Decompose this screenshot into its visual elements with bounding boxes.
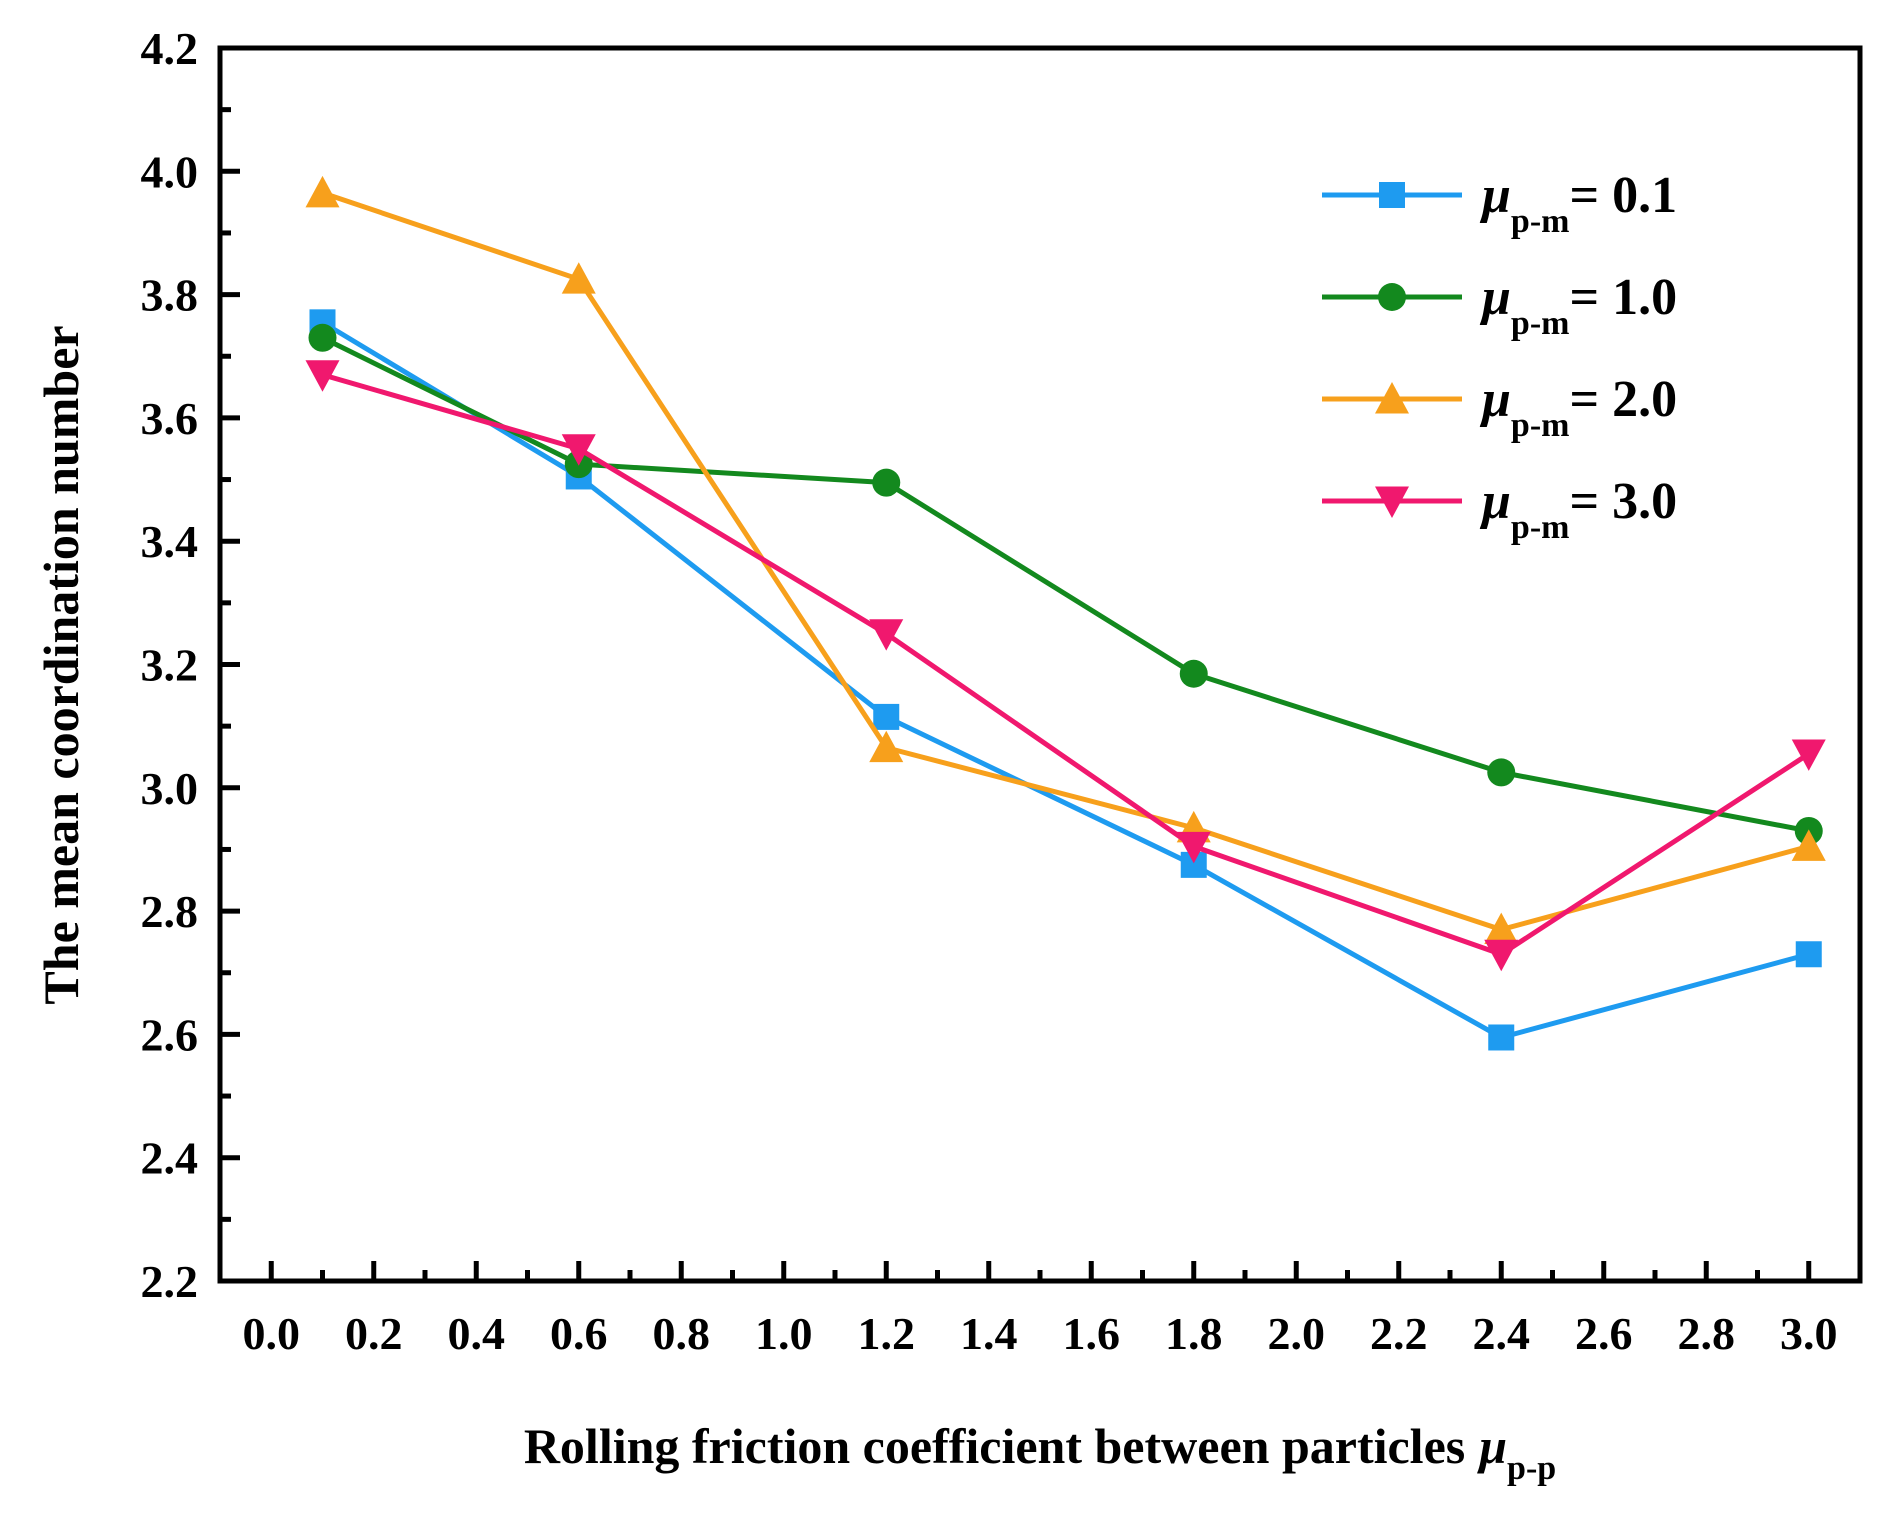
legend-marker-0 [1379, 182, 1405, 208]
data-point-1-2 [872, 468, 901, 497]
data-point-0-2 [873, 703, 900, 730]
x-tick-label-10: 2.0 [1268, 1308, 1326, 1359]
y-tick-label-6: 3.4 [141, 516, 199, 567]
legend-item-2: μp-m= 2.0 [1322, 371, 1677, 444]
data-point-0-4 [1488, 1024, 1515, 1051]
x-tick-label-12: 2.4 [1473, 1308, 1531, 1359]
x-axis-title: Rolling friction coefficient between par… [524, 1418, 1556, 1487]
ticks-layer: 0.0 0.2 0.4 0.6 0.8 1.0 1.2 1.4 1.6 1.8 2.0 2.2 2.4 2… [141, 23, 1863, 1359]
x-tick-label-8: 1.6 [1063, 1308, 1121, 1359]
data-point-2-1 [561, 262, 596, 294]
y-tick-label-10: 4.2 [141, 23, 199, 74]
x-tick-label-9: 1.8 [1165, 1308, 1223, 1359]
x-tick-label-3: 0.6 [550, 1308, 608, 1359]
y-axis-title: The mean coordination number [33, 325, 89, 1004]
legend-symbol-0: μ [1479, 167, 1511, 224]
y-tick-label-8: 3.8 [141, 270, 199, 321]
x-tick-label-5: 1.0 [755, 1308, 813, 1359]
y-tick-label-0: 2.2 [141, 1256, 199, 1307]
series-line-3 [321, 372, 1811, 957]
plot-frame [217, 45, 1863, 1284]
legend-symbol-1: μ [1479, 269, 1511, 326]
legend-label-2: μp-m= 2.0 [1479, 371, 1677, 444]
x-tick-label-7: 1.4 [960, 1308, 1018, 1359]
data-point-3-2 [869, 619, 904, 651]
y-tick-label-4: 3.0 [141, 763, 199, 814]
legend-label-0: μp-m= 0.1 [1479, 167, 1677, 240]
data-point-3-3 [1176, 831, 1211, 864]
data-point-1-0 [308, 323, 337, 352]
y-tick-label-5: 3.2 [141, 640, 199, 691]
data-point-2-0 [305, 175, 340, 208]
x-tick-label-11: 2.2 [1370, 1308, 1428, 1359]
series-line-1 [321, 335, 1810, 834]
legend-item-1: μp-m= 1.0 [1322, 269, 1677, 342]
series-1 [308, 323, 1823, 845]
legend-subscript-0: p-m [1511, 203, 1570, 240]
x-tick-label-0: 0.0 [243, 1308, 301, 1359]
legend-value-1: = 1.0 [1569, 269, 1677, 326]
y-tick-label-9: 4.0 [141, 146, 199, 197]
series-3 [305, 360, 1826, 972]
data-point-2-2 [869, 730, 904, 763]
x-tick-label-13: 2.6 [1575, 1308, 1633, 1359]
data-point-3-4 [1484, 939, 1519, 972]
x-tick-label-4: 0.8 [653, 1308, 711, 1359]
legend-marker-1 [1378, 283, 1406, 311]
series-line-0 [321, 320, 1810, 1040]
y-tick-label-7: 3.6 [141, 393, 199, 444]
legend-value-2: = 2.0 [1569, 371, 1677, 428]
data-point-2-4 [1484, 912, 1519, 945]
legend-item-3: μp-m= 3.0 [1322, 473, 1677, 546]
legend-marker-2 [1375, 382, 1409, 414]
data-point-3-5 [1791, 739, 1826, 771]
data-point-1-3 [1179, 659, 1208, 688]
y-tick-label-3: 2.8 [141, 886, 199, 937]
legend-subscript-1: p-m [1511, 305, 1570, 342]
legend-item-0: μp-m= 0.1 [1322, 167, 1677, 240]
legend-label-1: μp-m= 1.0 [1479, 269, 1677, 342]
legend-label-3: μp-m= 3.0 [1479, 473, 1677, 546]
series-line-2 [321, 190, 1810, 933]
series-2 [305, 175, 1826, 945]
legend-marker-3 [1375, 486, 1409, 518]
x-tick-label-6: 1.2 [858, 1308, 916, 1359]
y-tick-label-1: 2.4 [141, 1133, 199, 1184]
x-tick-label-14: 2.8 [1678, 1308, 1736, 1359]
x-axis-title-text: Rolling friction coefficient between par… [524, 1418, 1465, 1474]
legend-symbol-2: μ [1479, 371, 1511, 428]
legend-value-0: = 0.1 [1569, 167, 1677, 224]
data-point-2-5 [1791, 829, 1826, 861]
x-tick-label-2: 0.4 [448, 1308, 506, 1359]
data-point-0-5 [1795, 941, 1822, 968]
data-point-1-4 [1487, 758, 1516, 787]
x-axis-title-subscript: p-p [1507, 1450, 1556, 1487]
x-axis-title-symbol: μ [1476, 1418, 1507, 1474]
data-point-3-1 [561, 434, 596, 466]
legend-value-3: = 3.0 [1569, 473, 1677, 530]
legend-symbol-3: μ [1479, 473, 1511, 530]
y-tick-label-2: 2.6 [141, 1009, 199, 1060]
series-layer [305, 175, 1826, 1051]
data-point-3-0 [305, 360, 340, 392]
legend-subscript-3: p-m [1511, 509, 1570, 546]
x-tick-label-15: 3.0 [1780, 1308, 1838, 1359]
x-tick-label-1: 0.2 [345, 1308, 403, 1359]
legend-subscript-2: p-m [1511, 407, 1570, 444]
legend: μp-m= 0.1μp-m= 1.0μp-m= 2.0μp-m= 3.0 [1322, 167, 1677, 546]
